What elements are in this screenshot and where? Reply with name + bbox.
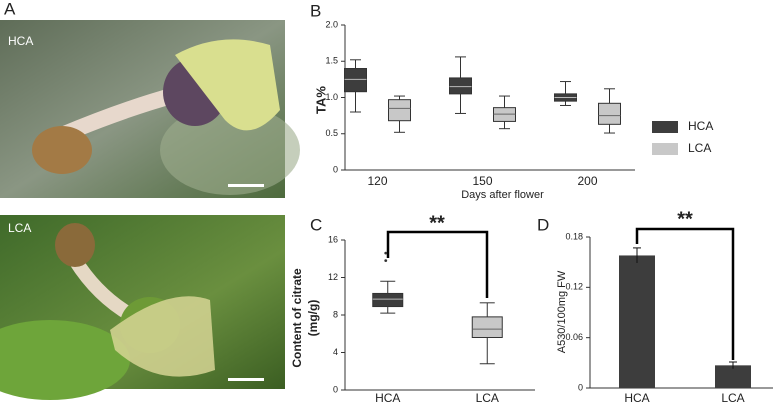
y-tick-label: 2.0 [325,19,338,29]
legend-swatch [652,143,678,155]
y-tick-label: 0.18 [565,231,583,241]
photo-hca [0,20,300,198]
x-tick-label: 200 [577,174,597,188]
x-tick-label: HCA [375,391,400,405]
bar [619,255,655,388]
legend-swatch [652,121,678,133]
y-tick-label: 0.12 [565,282,583,292]
y-tick-label: 1.0 [325,92,338,102]
y-tick-label: 0 [333,164,338,174]
box [372,292,404,308]
box [344,68,367,93]
y-tick-label: 0.5 [325,128,338,138]
y-tick-label: 0 [333,384,338,394]
x-tick-label: HCA [624,391,649,405]
y-tick-label: 12 [328,272,338,282]
significance: ** [429,212,445,234]
significance-bracket [635,227,735,360]
y-tick-label: 8 [333,309,338,319]
x-axis-label: Days after flower [461,189,544,201]
x-tick-label: LCA [721,391,744,405]
photo-lca [0,215,285,400]
y-axis-label-line: (mg/g) [306,300,320,337]
x-tick-label: 120 [367,174,387,188]
outlier [384,259,388,263]
box [598,102,621,125]
legend-label: LCA [688,141,711,155]
y-tick-label: 0 [578,382,583,392]
y-tick-label: 4 [333,347,338,357]
y-tick-label: 1.5 [325,56,338,66]
x-tick-label: 150 [472,174,492,188]
box [449,77,472,95]
bar [715,365,751,388]
y-tick-label: 0.06 [565,332,583,342]
photo-label: LCA [8,221,31,235]
panel-label: A [4,0,16,18]
y-axis-label: TA% [313,86,328,114]
panel-label: C [310,215,322,234]
significance: ** [677,208,693,230]
y-axis-label: Content of citrate (mg/g) [290,268,320,368]
photo-label: HCA [8,34,33,48]
y-axis-label: A530/100mg FW [556,270,568,353]
panel-label: B [310,1,321,20]
x-tick-label: LCA [476,391,499,405]
y-tick-label: 16 [328,234,338,244]
outlier [384,251,388,255]
legend-label: HCA [688,119,713,133]
significance-bracket [386,230,489,298]
panel-label: D [537,215,549,234]
y-axis-label-line: Content of citrate [290,268,304,368]
box [388,99,411,122]
box [471,316,503,338]
